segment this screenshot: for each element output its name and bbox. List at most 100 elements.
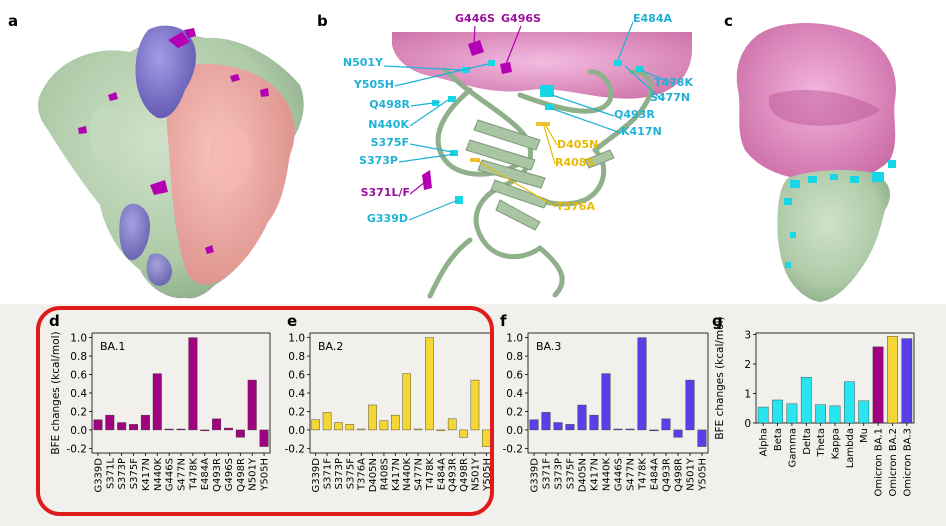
y-tick-label: 0.0 (506, 425, 523, 437)
mutation-label-g496s: G496S (501, 12, 541, 25)
x-tick-label: Omicron BA.3 (902, 428, 913, 496)
x-tick-label: S371F (323, 458, 334, 489)
bar-g-kappa (829, 405, 841, 424)
bar-e-s375f (345, 424, 355, 431)
bar-d-g446s (164, 428, 174, 431)
chart-d: 1.0 0.8 0.6 0.4 0.2 0.0 -0.2 G339D S371L S373P S37… (50, 331, 271, 492)
y-tick-label: -0.2 (67, 443, 88, 455)
bar-d-k417n (140, 414, 150, 431)
x-tick-label: S373P (117, 458, 128, 489)
x-tick-label: T376A (357, 458, 368, 491)
bar-e-y505h (482, 429, 491, 447)
bar-f-s477n (625, 428, 635, 431)
x-tick-label: Q498R (236, 458, 247, 492)
mutation-label-g446s: G446S (455, 12, 495, 25)
x-tick-label: Y505H (698, 458, 709, 492)
series-label-e: BA.2 (318, 340, 343, 353)
series-label-f: BA.3 (536, 340, 561, 353)
panel-letters: a b c d e f g (8, 12, 733, 330)
bar-d-s375f (129, 424, 139, 431)
bar-d-g496s (223, 427, 233, 431)
chart-g: 3 2 1 0 Alpha Beta Gamma Delta Theta Kappa Lambda M… (714, 316, 915, 496)
x-tick-label: R408S (379, 458, 390, 490)
x-tick-label: G446S (165, 458, 176, 491)
bar-g-omicronba3 (901, 338, 913, 424)
y-tick-label: 0.4 (288, 388, 305, 400)
bar-f-s373p (553, 422, 563, 431)
mutation-label-k417n: K417N (621, 125, 662, 138)
y-axis-label-g: BFE changes (kcal/mol) (714, 316, 726, 439)
x-tick-label: Lambda (845, 428, 856, 468)
mutation-label-s375f: S375F (371, 136, 409, 149)
x-tick-label: Y505H (260, 458, 271, 492)
y-tick-label: 0.8 (506, 351, 523, 363)
x-tick-label: Delta (802, 428, 813, 455)
mutation-label-e484a: E484A (633, 12, 672, 25)
x-tick-label: T478K (425, 458, 436, 491)
y-tick-label: 0.6 (506, 370, 523, 382)
panel-b-rbd-ribbon (383, 21, 692, 299)
x-tick-label: N440K (153, 458, 164, 492)
bar-f-e484a (649, 429, 659, 432)
x-tick-label: Q493R (662, 458, 673, 492)
y-tick-label: 1.0 (70, 333, 87, 345)
x-tick-label: T478K (638, 458, 649, 491)
x-tick-label: G446S (614, 458, 625, 491)
bar-e-t376a (356, 428, 366, 431)
x-tick-label: S375F (129, 458, 140, 489)
bar-d-n440k (152, 373, 162, 431)
bar-f-n501y (685, 379, 695, 431)
bar-d-e484a (200, 429, 210, 432)
bar-e-n440k (402, 373, 411, 431)
bar-g-delta (800, 377, 812, 424)
y-tick-label: 0.2 (288, 406, 305, 418)
bar-e-q498r (459, 429, 468, 438)
y-tick-label: 0.2 (506, 406, 523, 418)
panel-c-complex-surface (736, 22, 896, 302)
mutation-label-n501y: N501Y (343, 56, 384, 69)
bar-g-omicronba1 (872, 346, 884, 424)
mutation-label-s477n: S477N (650, 91, 690, 104)
x-tick-label: Gamma (787, 428, 798, 468)
bar-e-n501y (470, 379, 480, 431)
x-tick-label: N501Y (470, 457, 481, 491)
x-tick-label: G339D (93, 458, 104, 493)
panel-letter-d: d (49, 312, 60, 330)
bar-e-t478k (425, 337, 434, 431)
mutation-label-t478k: T478K (654, 76, 693, 89)
x-tick-label: E484A (200, 458, 211, 490)
chart-f: 1.0 0.8 0.6 0.4 0.2 0.0 -0.2 G339D S371F S373P S37… (503, 332, 709, 493)
bar-g-theta (815, 404, 827, 424)
x-tick-label: S477N (414, 458, 425, 491)
bar-g-gamma (786, 403, 798, 424)
panel-letter-c: c (724, 12, 733, 30)
bar-f-g339d (529, 419, 539, 431)
x-tick-label: Q498R (674, 458, 685, 492)
bar-f-s375f (565, 424, 575, 431)
x-tick-label: K417N (391, 458, 402, 491)
y-tick-label: 1 (744, 388, 751, 400)
bar-f-d405n (577, 404, 587, 431)
x-tick-label: G496S (224, 458, 235, 491)
y-axis-label-d: BFE changes (kcal/mol) (50, 331, 62, 454)
x-tick-label: Q493R (212, 458, 223, 492)
x-tick-label: Q493R (448, 458, 459, 492)
mutation-label-s373p: S373P (359, 154, 398, 167)
bar-d-s373p (117, 422, 127, 431)
y-tick-label: 1.0 (288, 333, 305, 345)
mutation-label-q493r: Q493R (614, 108, 655, 121)
panel-letter-b: b (317, 12, 328, 30)
mutation-label-n440k: N440K (368, 118, 409, 131)
bar-g-alpha (757, 406, 769, 424)
x-tick-label: K417N (590, 458, 601, 491)
y-tick-label: 0.2 (70, 406, 87, 418)
y-tick-label: 3 (744, 329, 751, 341)
y-tick-label: 1.0 (506, 333, 523, 345)
x-tick-label: S371F (542, 458, 553, 489)
x-tick-label: Kappa (831, 428, 842, 459)
x-tick-label: Alpha (759, 428, 770, 456)
mutation-label-s371lf: S371L/F (361, 186, 410, 199)
mutation-label-y505h: Y505H (353, 78, 394, 91)
